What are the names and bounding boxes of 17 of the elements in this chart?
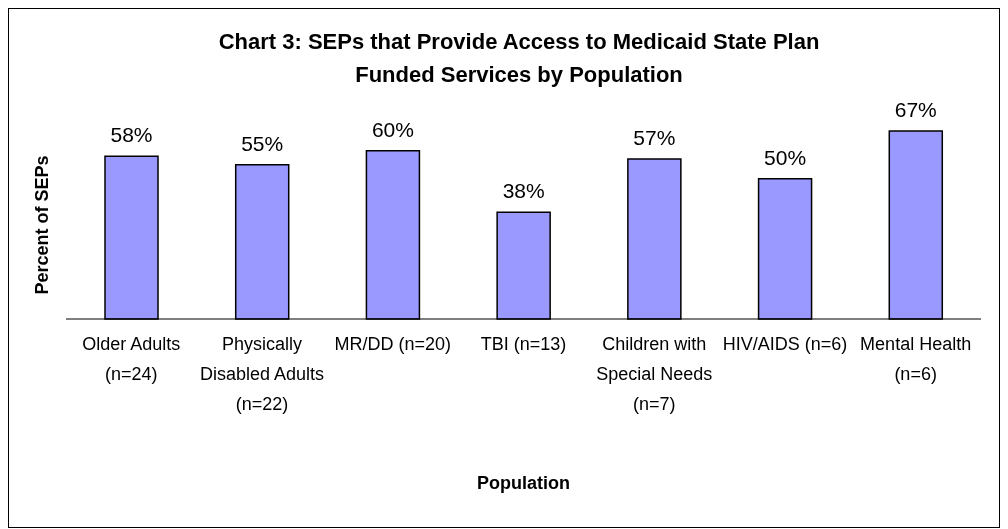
data-label: 58% <box>110 123 153 147</box>
data-label: 50% <box>764 145 807 169</box>
x-tick-label: Physically Disabled Adults (n=22) <box>200 333 325 414</box>
x-tick-label: Older Adults (n=24) <box>82 333 181 384</box>
x-tick-label: MR/DD (n=20) <box>334 333 452 354</box>
x-tick-label: Children with Special Needs (n=7) <box>596 333 713 414</box>
data-label: 55% <box>241 131 284 155</box>
x-tick-label: HIV/AIDS (n=6) <box>722 333 848 354</box>
data-label: 38% <box>502 179 545 203</box>
y-axis-title: Percent of SEPs <box>31 155 53 295</box>
chart-title: Chart 3: SEPs that Provide Access to Medicaid State Plan Funded Services by Population <box>217 28 821 89</box>
data-label: 57% <box>633 126 676 150</box>
data-label: 60% <box>371 117 414 141</box>
x-axis-title: Population <box>477 473 570 493</box>
x-tick-label: TBI (n=13) <box>480 333 567 354</box>
x-tick-label: Mental Health (n=6) <box>860 333 972 384</box>
data-label: 67% <box>894 98 937 121</box>
